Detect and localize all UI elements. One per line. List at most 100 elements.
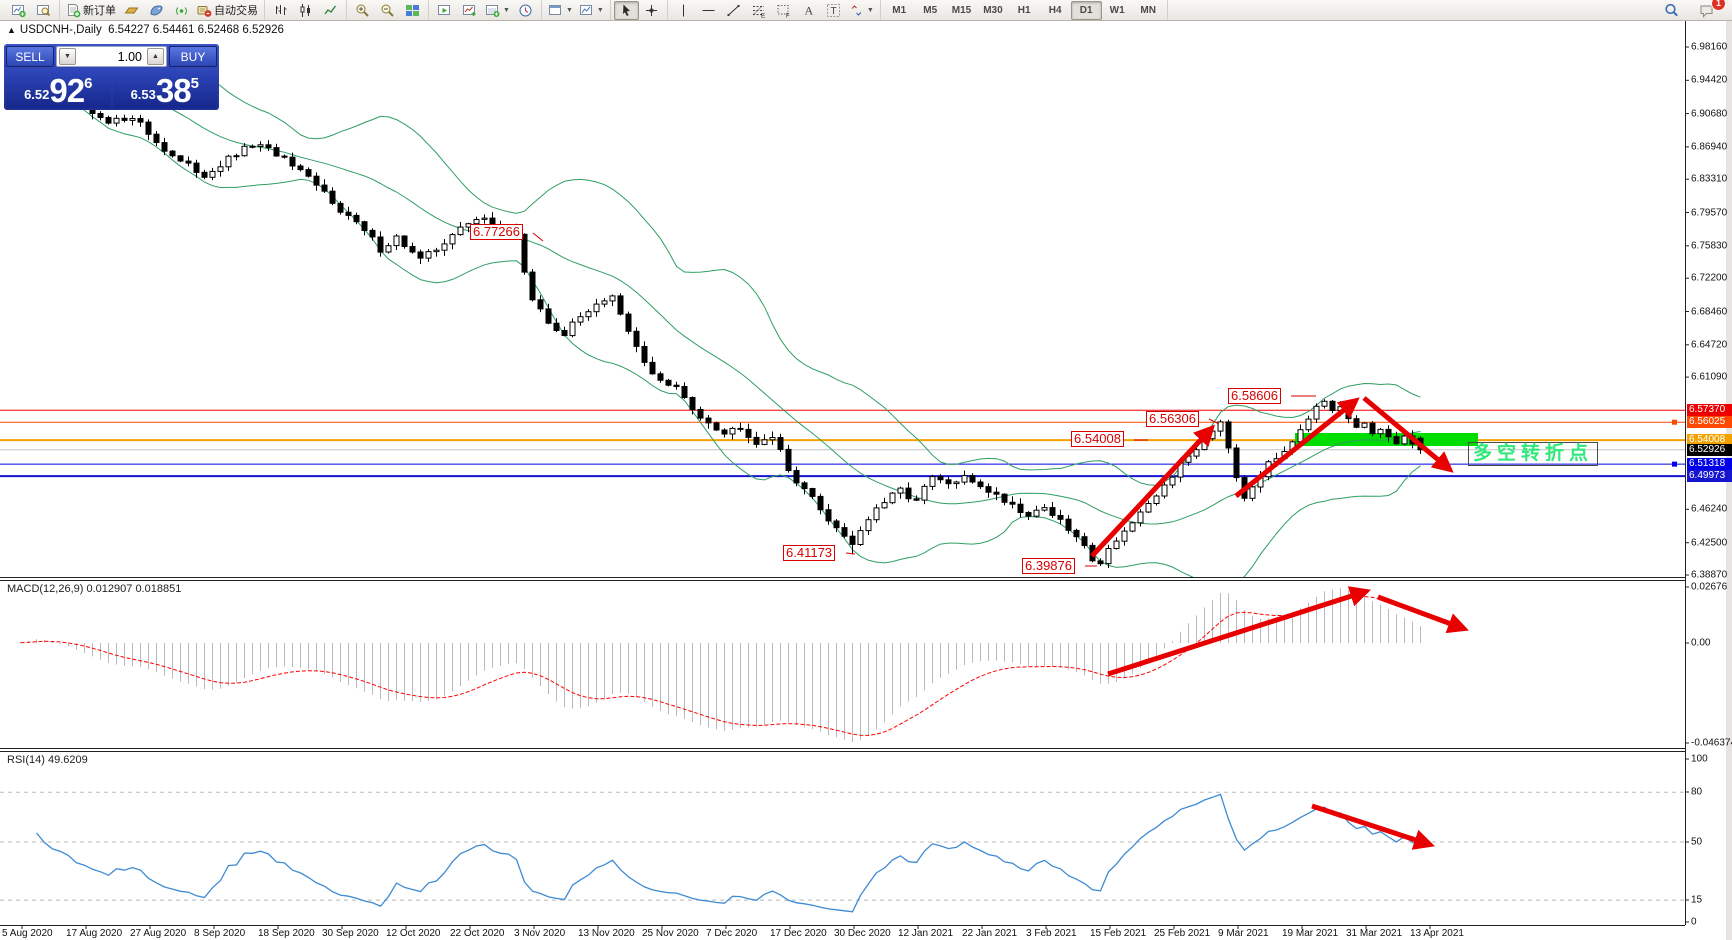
volume-increase-button[interactable]: ▲ — [147, 48, 164, 65]
expand-triangle-icon[interactable]: ▲ — [7, 25, 16, 35]
clock-icon — [518, 3, 533, 18]
timeframe-h1-button[interactable]: H1 — [1017, 4, 1031, 16]
new-order-button[interactable]: 新订单 — [63, 1, 119, 20]
template-add-button[interactable]: ▼ — [482, 1, 513, 20]
trendline-button[interactable] — [721, 1, 746, 20]
candle-chart-icon — [298, 3, 313, 18]
date-axis-label: 25 Feb 2021 — [1154, 928, 1211, 939]
volume-stepper: ▼ ▲ — [56, 46, 167, 67]
date-axis-label: 13 Nov 2020 — [578, 928, 635, 939]
svg-text:T: T — [830, 6, 836, 17]
swing-price-label[interactable]: 6.56306 — [1146, 411, 1199, 427]
date-axis-label: 30 Dec 2020 — [834, 928, 891, 939]
bar-chart-button[interactable] — [268, 1, 293, 20]
zoom-out-button[interactable] — [375, 1, 400, 20]
price-line-tag: 6.56025 — [1687, 416, 1732, 429]
indicator-add-icon — [462, 3, 477, 18]
chevron-down-icon: ▼ — [596, 6, 604, 14]
signals-button[interactable] — [169, 1, 194, 20]
buy-button[interactable]: BUY — [169, 46, 217, 67]
annotation-note[interactable]: 多空转折点 — [1468, 442, 1599, 466]
swing-price-label[interactable]: 6.54008 — [1071, 431, 1124, 447]
date-axis-label: 18 Sep 2020 — [258, 928, 315, 939]
line-chart-icon — [323, 3, 338, 18]
indicator-add-button[interactable] — [457, 1, 482, 20]
vline-button[interactable] — [671, 1, 696, 20]
zoom-out-icon — [380, 3, 395, 18]
toolbar-button-label: 新订单 — [83, 5, 116, 17]
hline-button[interactable] — [696, 1, 721, 20]
search-icon — [1664, 3, 1679, 18]
timeframe-m5-button[interactable]: M5 — [923, 4, 938, 16]
date-axis-label: 5 Aug 2020 — [2, 928, 53, 939]
sell-button[interactable]: SELL — [6, 46, 54, 67]
window-list-icon — [548, 3, 563, 18]
timeframe-d1-button[interactable]: D1 — [1070, 0, 1102, 20]
swing-price-label[interactable]: 6.58606 — [1228, 388, 1281, 404]
arrows-button[interactable]: ▼ — [846, 1, 877, 20]
date-axis-label: 17 Aug 2020 — [66, 928, 123, 939]
quotes-button[interactable] — [119, 1, 144, 20]
crosshair-button[interactable] — [639, 1, 664, 20]
swing-price-label[interactable]: 6.41173 — [783, 545, 836, 561]
news-button[interactable] — [144, 1, 169, 20]
search-button[interactable] — [1659, 1, 1684, 20]
candle-chart-button[interactable] — [293, 1, 318, 20]
rsi-axis-label: 50 — [1691, 836, 1703, 848]
macd-axis-label: 0.00 — [1691, 637, 1711, 649]
timeframe-h4-button[interactable]: H4 — [1048, 4, 1062, 16]
cursor-icon — [619, 3, 634, 18]
date-axis-label: 7 Dec 2020 — [706, 928, 758, 939]
swing-price-label[interactable]: 6.77266 — [470, 224, 523, 240]
autotrade-icon — [197, 3, 212, 18]
volume-input[interactable] — [78, 49, 145, 64]
template-add-icon — [485, 3, 500, 18]
svg-text:E: E — [761, 13, 765, 18]
timeframe-m15-button[interactable]: M15 — [951, 4, 972, 16]
data-window-button[interactable] — [432, 1, 457, 20]
timeframe-m30-button[interactable]: M30 — [983, 4, 1003, 16]
timeframe-m1-button[interactable]: M1 — [892, 4, 907, 16]
date-axis-label: 31 Mar 2021 — [1346, 928, 1403, 939]
notifications-button[interactable]: 1 — [1694, 0, 1726, 20]
text-label-button[interactable]: T — [821, 1, 846, 20]
swing-price-label[interactable]: 6.39876 — [1022, 558, 1075, 574]
tile-windows-button[interactable] — [400, 1, 425, 20]
rsi-axis-label: 0 — [1691, 916, 1697, 928]
date-axis-label: 22 Jan 2021 — [962, 928, 1018, 939]
timeframe-mn-button[interactable]: MN — [1140, 4, 1156, 16]
price-axis-label: 6.72200 — [1691, 272, 1728, 284]
arrows-icon — [849, 3, 864, 18]
chart-profile-button[interactable] — [31, 1, 56, 20]
price-line-tag: 6.52926 — [1687, 443, 1732, 456]
rsi-axis-label: 15 — [1691, 894, 1703, 906]
autotrade-button[interactable]: 自动交易 — [194, 1, 261, 20]
ask-price[interactable]: 6.53 38 5 — [112, 69, 217, 108]
price-axis-label: 6.61090 — [1691, 371, 1728, 383]
chevron-down-icon: ▼ — [565, 6, 573, 14]
volume-decrease-button[interactable]: ▼ — [59, 48, 76, 65]
price-line-tag: 6.54008 — [1687, 434, 1732, 447]
date-axis-label: 27 Aug 2020 — [130, 928, 187, 939]
bid-price[interactable]: 6.52 92 6 — [6, 69, 111, 108]
cursor-button[interactable] — [613, 0, 639, 20]
channel-button[interactable]: F — [771, 1, 796, 20]
line-chart-button[interactable] — [318, 1, 343, 20]
text-icon: A — [801, 3, 816, 18]
channel-icon: F — [776, 3, 791, 18]
date-axis-label: 12 Oct 2020 — [386, 928, 441, 939]
zoom-in-button[interactable] — [350, 1, 375, 20]
chart-template-button[interactable]: ▼ — [576, 1, 607, 20]
fibo-button[interactable]: E — [746, 1, 771, 20]
window-list-button[interactable]: ▼ — [545, 1, 576, 20]
signals-icon — [174, 3, 189, 18]
main-toolbar: 新订单 自动交易 ▼ ▼ ▼ E F A T ▼ M1 M5 M15 M30 H1 H4 D1 W1 MN 1 — [0, 0, 1732, 21]
price-axis-label: 6.98160 — [1691, 41, 1728, 53]
price-axis-label: 6.75830 — [1691, 240, 1728, 252]
text-button[interactable]: A — [796, 1, 821, 20]
clock-button[interactable] — [513, 1, 538, 20]
price-axis-label: 6.38870 — [1691, 569, 1728, 581]
timeframe-w1-button[interactable]: W1 — [1109, 4, 1125, 16]
new-chart-button[interactable] — [6, 1, 31, 20]
